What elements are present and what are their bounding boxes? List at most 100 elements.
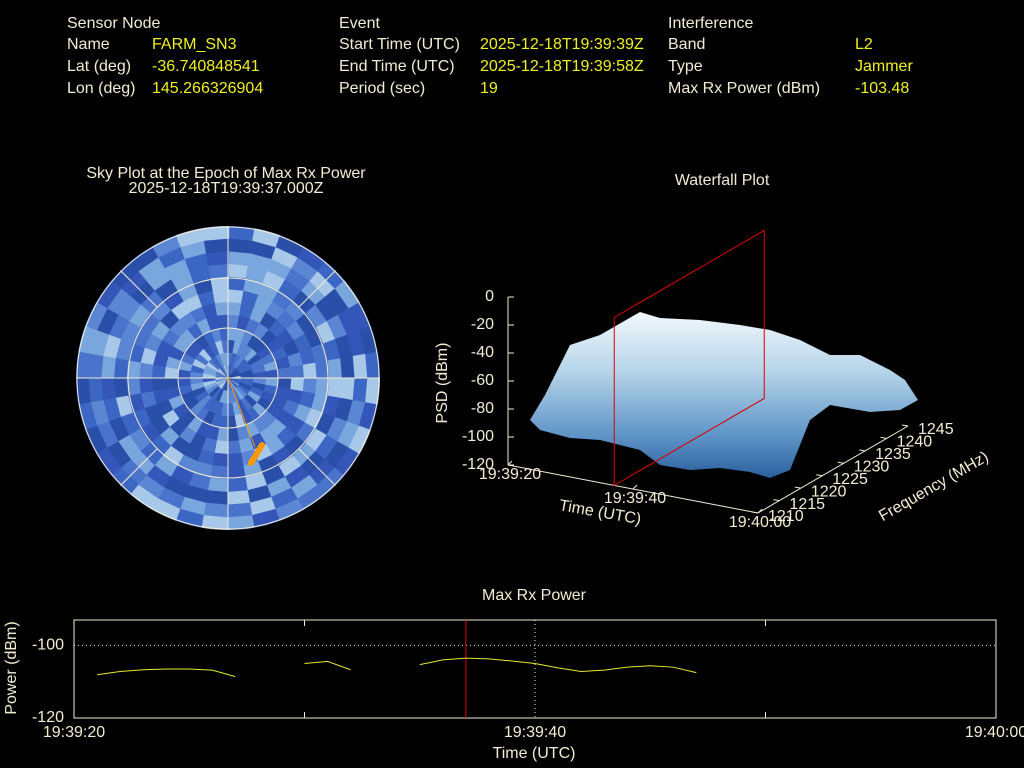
sky-cell <box>128 303 151 328</box>
sky-cell <box>201 437 218 454</box>
sky-cell <box>234 327 246 343</box>
sky-cell <box>266 476 292 498</box>
section-title: Sensor Node <box>67 15 160 32</box>
field-value: L2 <box>855 36 873 53</box>
sky-cell <box>268 319 288 338</box>
sky-cell <box>304 408 324 430</box>
sky-cell <box>337 421 360 449</box>
sky-cell <box>315 296 339 322</box>
sky-cell <box>251 382 266 392</box>
sky-cell <box>238 302 255 319</box>
sky-cell <box>130 279 156 305</box>
chart-subtitle: 2025-12-18T19:39:37.000Z <box>129 180 324 197</box>
sky-cell <box>206 315 220 331</box>
sky-cell <box>252 371 267 379</box>
sky-cell <box>237 384 251 395</box>
x-tick-label: 19:40:00 <box>965 724 1024 741</box>
sky-cell <box>323 338 341 362</box>
sky-cell <box>238 437 255 454</box>
sky-cell <box>257 454 279 474</box>
sky-cell <box>247 353 262 366</box>
sky-cell <box>285 267 311 292</box>
sky-cell <box>228 365 235 378</box>
freq-tick-label: 1235 <box>875 446 911 463</box>
sky-cell <box>299 391 316 410</box>
sky-cell <box>208 341 220 357</box>
sky-cell <box>106 440 131 468</box>
sky-cell <box>365 351 380 380</box>
sky-cell <box>240 397 253 412</box>
time-tick-label: 19:39:40 <box>604 490 666 507</box>
sky-cell <box>236 399 248 415</box>
time-tick-label: 19:39:20 <box>479 466 541 483</box>
sky-cell <box>188 265 212 283</box>
sky-cell <box>216 314 229 329</box>
sky-cell <box>110 466 139 495</box>
sky-cell <box>232 401 242 416</box>
sky-cell <box>211 355 222 369</box>
sky-cell <box>195 421 211 438</box>
sky-cell <box>203 364 218 374</box>
sky-cell <box>228 352 233 366</box>
sky-cell <box>139 421 161 444</box>
sky-cell <box>194 352 209 366</box>
sky-cell <box>266 258 293 280</box>
freq-tick <box>901 424 909 427</box>
sky-cell <box>205 250 230 266</box>
field-value: -36.740848541 <box>152 58 260 75</box>
sky-cell <box>227 452 244 468</box>
sky-cell <box>198 348 212 362</box>
sky-cell <box>238 365 253 374</box>
sky-cell <box>208 358 220 370</box>
track <box>248 442 265 466</box>
sky-cell <box>177 360 193 372</box>
sky-cell <box>240 378 254 383</box>
sky-cell <box>221 339 229 354</box>
sky-cell <box>129 245 160 272</box>
sky-cell <box>200 515 228 530</box>
sky-spoke <box>120 448 158 486</box>
field-label: Start Time (UTC) <box>339 36 460 53</box>
sky-cell <box>234 355 245 369</box>
sky-cell <box>215 378 228 383</box>
sky-cell <box>315 378 330 397</box>
sky-cell <box>168 418 188 437</box>
sky-cell <box>228 378 241 383</box>
sky-cell <box>191 386 207 398</box>
sky-cell <box>271 246 299 269</box>
sky-cell <box>210 276 229 291</box>
sky-cell <box>244 421 260 439</box>
sky-cell <box>352 353 368 380</box>
field-label: Max Rx Power (dBm) <box>668 80 820 97</box>
field-value: 19 <box>480 80 498 97</box>
sky-cell <box>127 342 145 363</box>
sky-cell <box>170 300 191 320</box>
sky-cell <box>164 366 179 378</box>
sky-cell <box>236 386 248 398</box>
sky-cell <box>249 358 265 370</box>
sky-cell <box>236 425 250 441</box>
sky-cell <box>333 447 361 478</box>
sky-cell <box>215 371 228 378</box>
sky-cell <box>203 344 216 359</box>
sky-cell <box>198 394 212 408</box>
sky-cell <box>154 278 179 301</box>
sky-cell <box>309 270 336 298</box>
freq-tick <box>880 436 887 439</box>
sky-cell <box>219 366 228 378</box>
sky-cell <box>177 384 193 396</box>
sky-cell <box>208 386 220 398</box>
sky-cell <box>348 301 372 332</box>
sky-cell <box>228 378 239 389</box>
sky-cell <box>201 226 230 241</box>
sky-cell <box>308 459 336 486</box>
sky-cell <box>258 282 280 302</box>
sky-spoke <box>120 270 158 308</box>
sky-cell <box>228 378 240 387</box>
sky-cell <box>220 402 228 417</box>
sky-cell <box>304 327 324 349</box>
sky-cell <box>315 360 330 379</box>
x-tick-label: 19:39:20 <box>43 724 105 741</box>
freq-tick <box>816 474 823 477</box>
